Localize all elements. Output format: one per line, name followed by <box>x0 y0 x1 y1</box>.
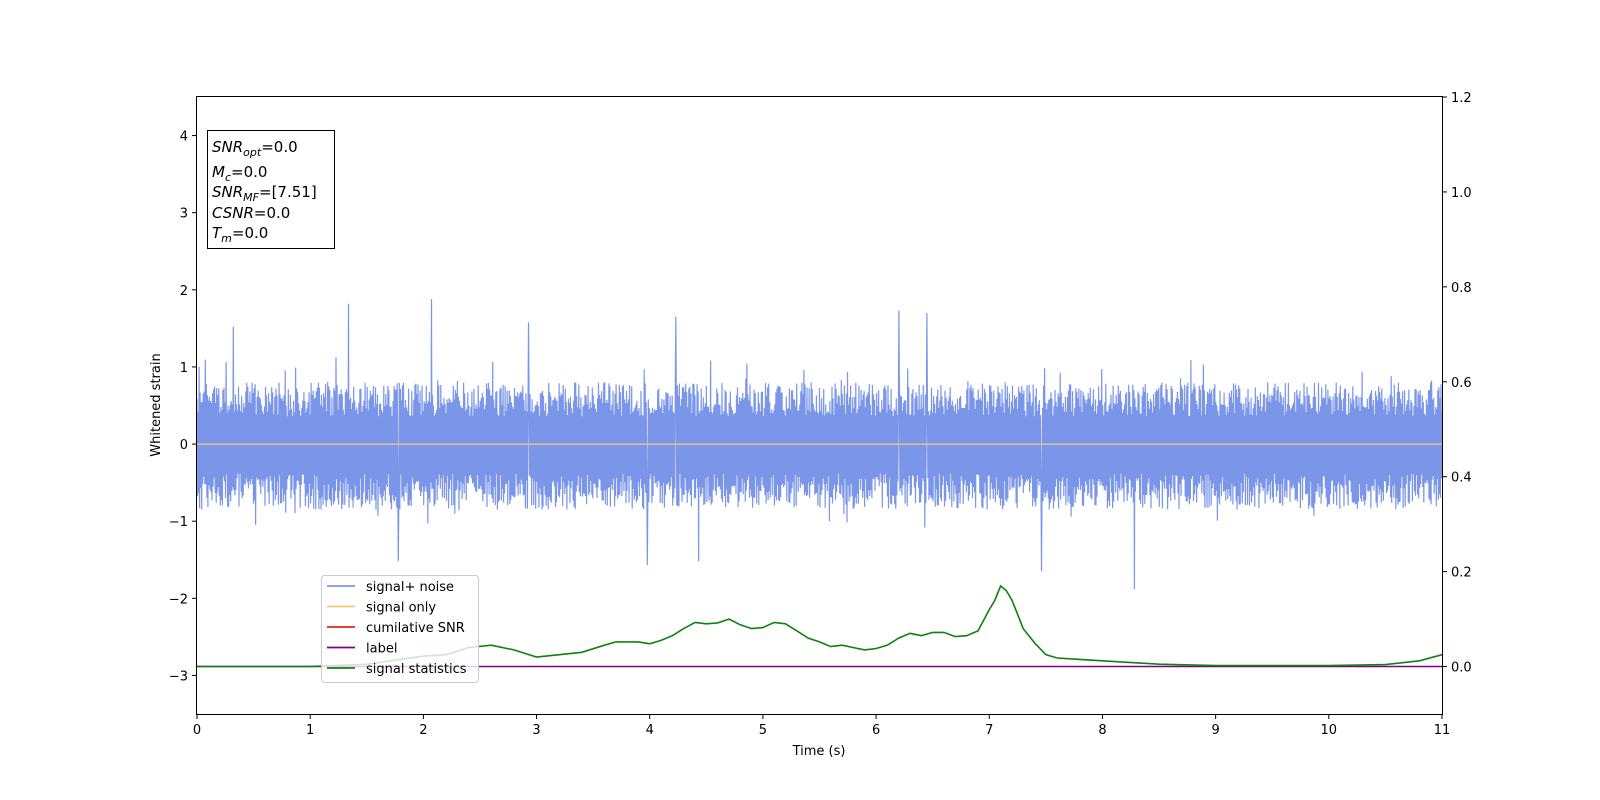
y2-tick-label: 1.2 <box>1451 91 1472 106</box>
legend-label: signal+ noise <box>366 580 454 595</box>
x-tick-label: 1 <box>306 723 314 738</box>
y2-axis: 0.0 0.2 0.4 0.6 0.8 1.0 1.2 <box>1442 91 1472 676</box>
legend-label: cumilative SNR <box>366 621 465 636</box>
stats-line: SNRopt=0.0 <box>212 138 298 159</box>
stats-subscript: opt <box>243 146 262 159</box>
y-axis: −3 −2 −1 0 1 2 3 4 <box>169 130 197 684</box>
stats-symbol: M <box>212 163 225 181</box>
stats-value: =0.0 <box>231 163 267 181</box>
y2-tick-label: 0.4 <box>1451 471 1472 486</box>
y-tick-label: −2 <box>169 592 188 607</box>
stats-symbol: CSNR <box>212 204 254 222</box>
stats-subscript: c <box>225 171 231 184</box>
legend-frame <box>321 575 479 683</box>
plot-frame <box>196 96 1443 715</box>
stats-value: =[7.51] <box>259 183 317 201</box>
stats-value: =0.0 <box>261 138 297 156</box>
y2-tick-label: 0.8 <box>1451 281 1472 296</box>
y-tick-label: −3 <box>169 669 188 684</box>
y-axis-label: Whitened strain <box>149 353 164 456</box>
stats-symbol: SNR <box>212 138 243 156</box>
y2-tick-label: 0.6 <box>1451 376 1472 391</box>
x-tick-label: 0 <box>193 723 201 738</box>
x-tick-label: 3 <box>532 723 540 738</box>
y2-tick-label: 0.0 <box>1451 661 1472 676</box>
x-tick-label: 8 <box>1098 723 1106 738</box>
legend-label: signal only <box>366 601 436 616</box>
legend: signal+ noise signal only cumilative SNR la… <box>321 575 479 683</box>
x-tick-label: 11 <box>1434 723 1451 738</box>
stats-value: =0.0 <box>254 204 290 222</box>
stats-subscript: MF <box>243 191 259 204</box>
series-line-signal-statistics <box>197 584 1443 668</box>
x-tick-label: 6 <box>872 723 880 738</box>
series-line-signal-noise <box>196 299 1443 590</box>
x-tick-label: 10 <box>1321 723 1338 738</box>
x-tick-label: 4 <box>646 723 654 738</box>
stats-symbol: SNR <box>212 183 243 201</box>
x-axis: 0 1 2 3 4 5 6 7 8 9 10 11 <box>193 714 1450 738</box>
stats-subscript: m <box>221 232 232 245</box>
legend-label: label <box>366 642 397 657</box>
y-tick-label: 0 <box>180 438 188 453</box>
stats-box: SNRopt=0.0Mc=0.0SNRMF=[7.51]CSNR=0.0Tm=0… <box>207 130 335 249</box>
x-tick-label: 7 <box>985 723 993 738</box>
y-tick-label: 4 <box>180 130 188 145</box>
legend-label: signal statistics <box>366 662 467 677</box>
stats-line: CSNR=0.0 <box>212 204 290 222</box>
y-tick-label: 2 <box>180 284 188 299</box>
y2-tick-label: 0.2 <box>1451 566 1472 581</box>
stats-box-frame <box>207 130 335 249</box>
y-tick-label: 1 <box>180 361 188 376</box>
x-tick-label: 2 <box>419 723 427 738</box>
x-axis-label: Time (s) <box>792 744 846 759</box>
x-tick-label: 5 <box>759 723 767 738</box>
stats-value: =0.0 <box>232 224 268 242</box>
stats-line: SNRMF=[7.51] <box>212 183 317 204</box>
y-tick-label: 3 <box>180 207 188 222</box>
stats-symbol: T <box>212 224 223 242</box>
y-tick-label: −1 <box>169 515 188 530</box>
x-tick-label: 9 <box>1211 723 1219 738</box>
stats-line: Tm=0.0 <box>212 224 268 245</box>
stats-line: Mc=0.0 <box>212 163 267 184</box>
y2-tick-label: 1.0 <box>1451 186 1472 201</box>
